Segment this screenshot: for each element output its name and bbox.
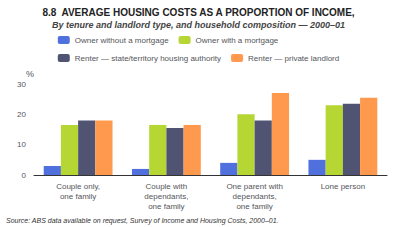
svg-text:Renter — state/territory housi: Renter — state/territory housing authori… [75, 54, 221, 63]
svg-text:Renter — private landlord: Renter — private landlord [248, 54, 339, 63]
svg-text:Owner with a mortgage: Owner with a mortgage [196, 36, 279, 45]
svg-text:%: % [26, 69, 34, 79]
svg-text:dependants,: dependants, [144, 192, 188, 201]
svg-text:Couple only,: Couple only, [56, 182, 100, 191]
svg-text:By tenure and landlord type, a: By tenure and landlord type, and househo… [52, 20, 345, 30]
svg-text:one family: one family [236, 202, 272, 211]
svg-text:one family: one family [148, 202, 184, 211]
svg-text:8.8 AVERAGE HOUSING COSTS AS: 8.8 AVERAGE HOUSING COSTS AS A PROPORTIO… [42, 7, 354, 18]
svg-text:0: 0 [22, 171, 27, 180]
svg-text:One parent with: One parent with [226, 182, 282, 191]
svg-text:10: 10 [17, 140, 26, 149]
svg-text:Couple with: Couple with [145, 182, 187, 191]
svg-text:one family: one family [60, 192, 96, 201]
svg-text:Lone person: Lone person [321, 182, 365, 191]
svg-text:Source: ABS data available on: Source: ABS data available on request, S… [6, 217, 279, 225]
svg-text:Owner without a mortgage: Owner without a mortgage [75, 36, 169, 45]
svg-text:20: 20 [17, 110, 26, 119]
svg-text:dependants,: dependants, [233, 192, 277, 201]
svg-text:30: 30 [17, 80, 26, 89]
